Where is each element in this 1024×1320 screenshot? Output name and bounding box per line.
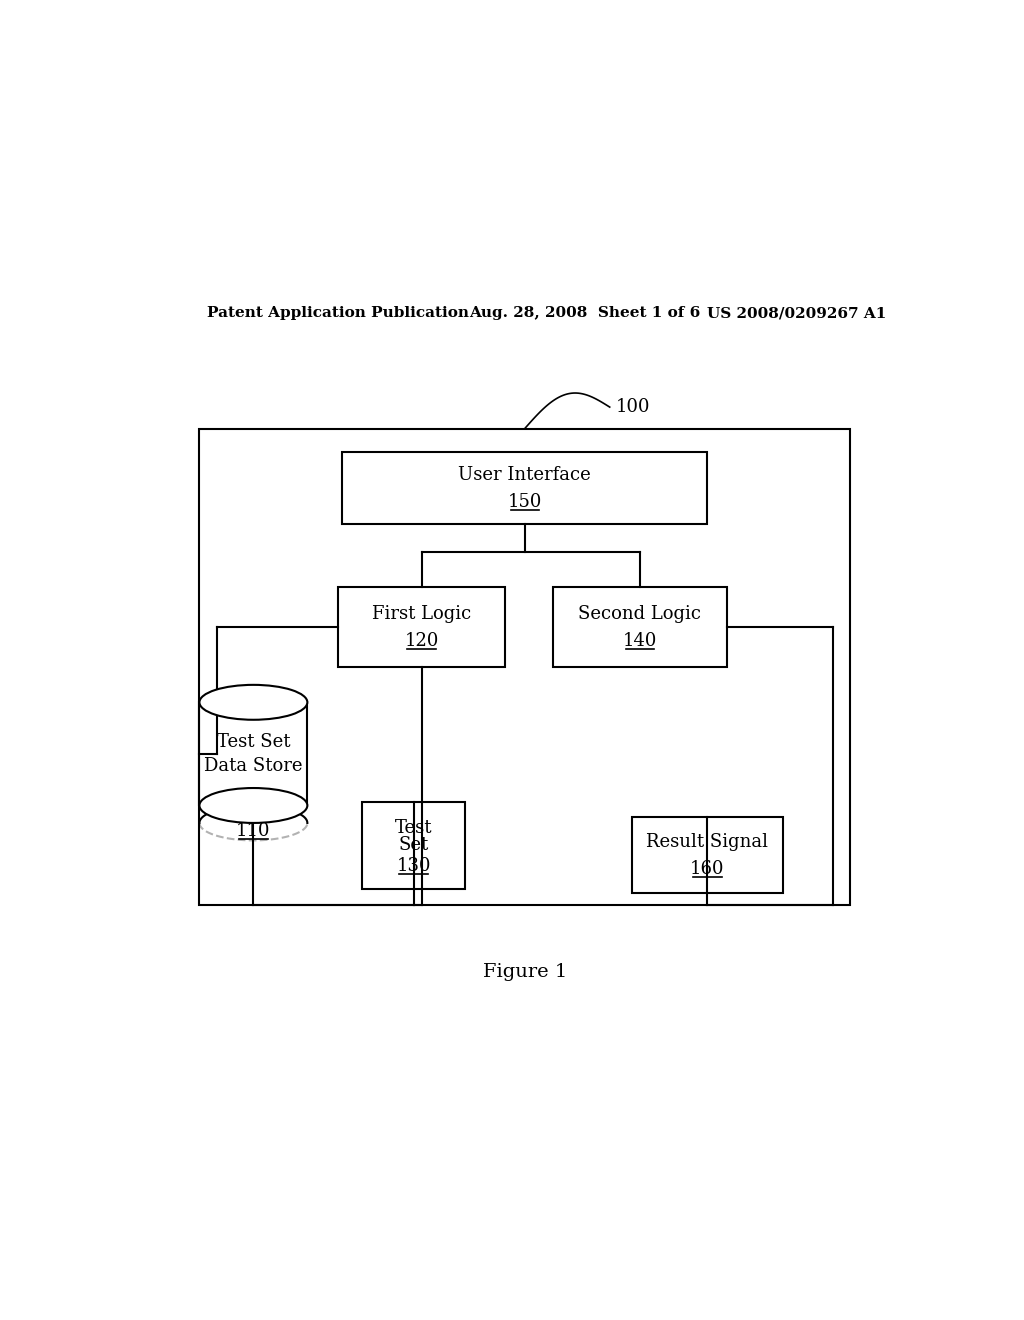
- Text: Test Set: Test Set: [217, 733, 290, 751]
- Text: 140: 140: [623, 632, 657, 651]
- Text: Result Signal: Result Signal: [646, 833, 768, 851]
- Text: Figure 1: Figure 1: [482, 964, 567, 981]
- Bar: [632, 817, 782, 892]
- Text: Data Store: Data Store: [204, 756, 303, 775]
- Text: US 2008/0209267 A1: US 2008/0209267 A1: [708, 306, 887, 321]
- Text: Aug. 28, 2008  Sheet 1 of 6: Aug. 28, 2008 Sheet 1 of 6: [469, 306, 700, 321]
- Text: Patent Application Publication: Patent Application Publication: [207, 306, 469, 321]
- Bar: [200, 429, 850, 904]
- Text: Test: Test: [395, 818, 432, 837]
- Text: 160: 160: [690, 861, 725, 878]
- Text: 130: 130: [396, 857, 431, 875]
- Bar: [342, 453, 708, 524]
- Bar: [553, 587, 727, 667]
- Text: 150: 150: [508, 494, 542, 511]
- Text: Second Logic: Second Logic: [579, 606, 701, 623]
- Text: 110: 110: [237, 822, 270, 840]
- Text: First Logic: First Logic: [372, 606, 471, 623]
- Bar: [362, 801, 465, 888]
- Ellipse shape: [200, 685, 307, 719]
- Text: User Interface: User Interface: [459, 466, 591, 484]
- Ellipse shape: [200, 788, 307, 822]
- Text: Set: Set: [398, 836, 429, 854]
- Text: 120: 120: [404, 632, 439, 651]
- Text: 100: 100: [616, 399, 650, 416]
- Bar: [338, 587, 505, 667]
